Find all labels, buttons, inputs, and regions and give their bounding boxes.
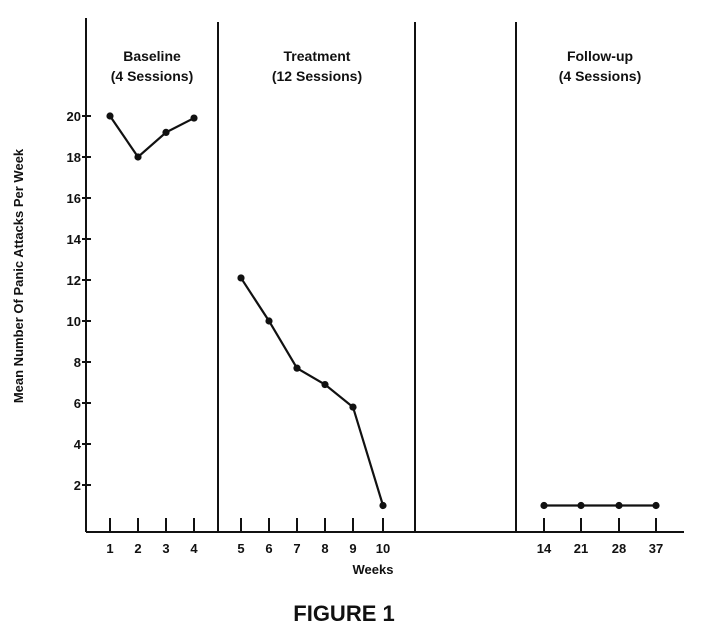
- data-point: [162, 128, 170, 136]
- x-tick-label: 7: [293, 541, 300, 556]
- x-tick-label: 9: [349, 541, 356, 556]
- data-point: [106, 112, 114, 120]
- x-tick-label: 4: [190, 541, 198, 556]
- phase-sessions-baseline: (4 Sessions): [111, 68, 193, 84]
- series: [106, 112, 660, 510]
- y-tick-label: 20: [67, 109, 81, 124]
- data-point: [190, 114, 198, 122]
- data-point: [134, 153, 142, 161]
- x-tick-label: 21: [574, 541, 588, 556]
- y-tick-label: 18: [67, 150, 81, 165]
- phase-label-followup: Follow-up: [567, 48, 633, 64]
- y-tick-label: 2: [74, 478, 81, 493]
- y-tick-label: 6: [74, 396, 81, 411]
- y-tick-label: 16: [67, 191, 81, 206]
- phase-sessions-followup: (4 Sessions): [559, 68, 641, 84]
- y-tick-label: 12: [67, 273, 81, 288]
- x-tick-label: 28: [612, 541, 626, 556]
- x-tick-label: 1: [106, 541, 113, 556]
- y-tick-label: 8: [74, 355, 81, 370]
- y-axis-title: Mean Number Of Panic Attacks Per Week: [11, 148, 26, 403]
- x-tick-label: 10: [376, 541, 390, 556]
- x-tick-label: 6: [265, 541, 272, 556]
- x-tick-label: 5: [237, 541, 244, 556]
- x-tick-label: 3: [162, 541, 169, 556]
- y-tick-label: 10: [67, 314, 81, 329]
- data-point: [265, 317, 273, 325]
- phase-sessions-treatment: (12 Sessions): [272, 68, 362, 84]
- data-point: [652, 501, 660, 510]
- phase-label-baseline: Baseline: [123, 48, 181, 64]
- data-point: [577, 501, 585, 510]
- data-point: [379, 501, 387, 510]
- y-tick-label: 4: [74, 437, 82, 452]
- y-ticks: 2 4 6 8 10 12 14 16 18 20: [67, 109, 91, 493]
- data-point: [237, 274, 245, 282]
- series-line-baseline: [109, 115, 195, 159]
- data-point: [615, 501, 623, 510]
- x-tick-label: 37: [649, 541, 663, 556]
- data-point: [293, 364, 301, 372]
- x-tick-label: 14: [537, 541, 552, 556]
- data-point: [349, 403, 357, 411]
- x-tick-label: 2: [134, 541, 141, 556]
- x-ticks: 1 2 3 4 5 6 7 8 9 10 14 21 28 37: [106, 518, 663, 556]
- y-tick-label: 14: [67, 232, 82, 247]
- data-point: [321, 380, 329, 389]
- x-tick-label: 8: [321, 541, 328, 556]
- data-point: [540, 501, 548, 510]
- series-line-treatment: [240, 277, 385, 506]
- x-axis-title: Weeks: [353, 562, 394, 577]
- phase-label-treatment: Treatment: [284, 48, 351, 64]
- figure-caption: FIGURE 1: [293, 601, 394, 626]
